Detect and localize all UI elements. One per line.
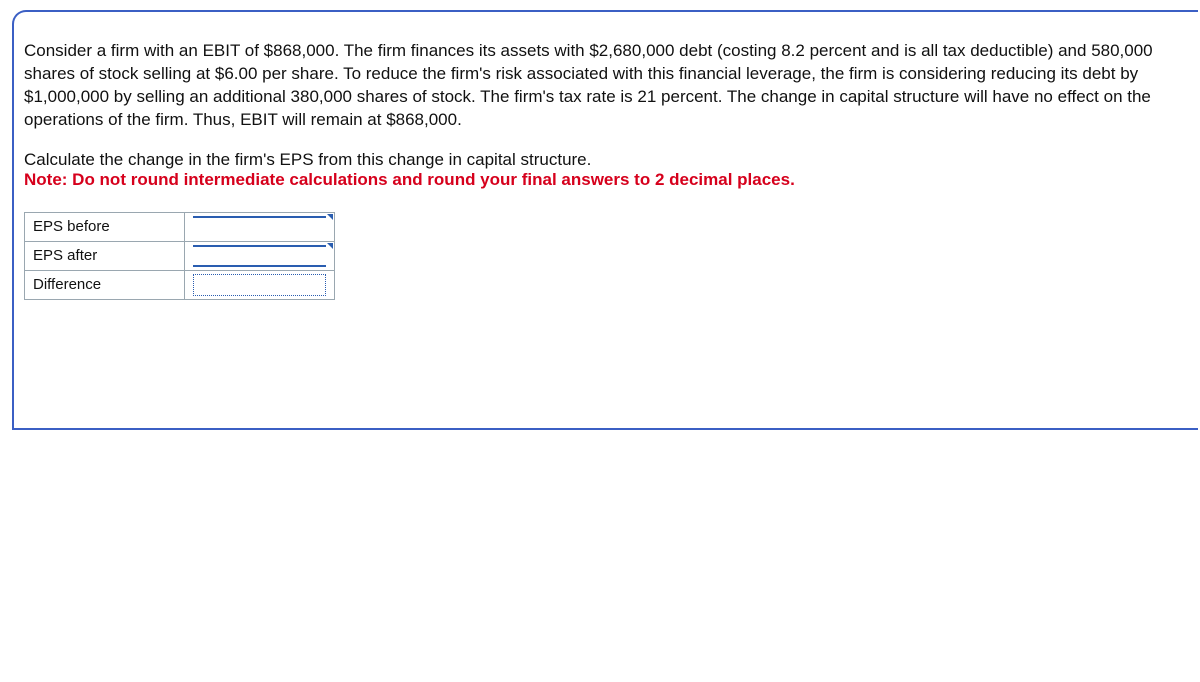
row-label-difference: Difference [25,270,185,299]
dropdown-indicator-icon [327,243,333,249]
row-label-eps-before: EPS before [25,212,185,241]
problem-prompt: Calculate the change in the firm's EPS f… [24,150,1180,170]
problem-note: Note: Do not round intermediate calculat… [24,170,1180,190]
table-row: EPS before [25,212,335,241]
input-eps-before[interactable] [185,212,335,241]
input-eps-after[interactable] [185,241,335,270]
cell-inner [193,245,326,267]
answer-table: EPS before EPS after Difference [24,212,335,300]
problem-paragraph: Consider a firm with an EBIT of $868,000… [24,40,1180,132]
dropdown-indicator-icon [327,214,333,220]
cell-inner [193,274,326,296]
row-label-eps-after: EPS after [25,241,185,270]
table-row: EPS after [25,241,335,270]
question-frame: Consider a firm with an EBIT of $868,000… [12,10,1198,430]
table-row: Difference [25,270,335,299]
cell-inner [193,216,326,238]
input-difference[interactable] [185,270,335,299]
